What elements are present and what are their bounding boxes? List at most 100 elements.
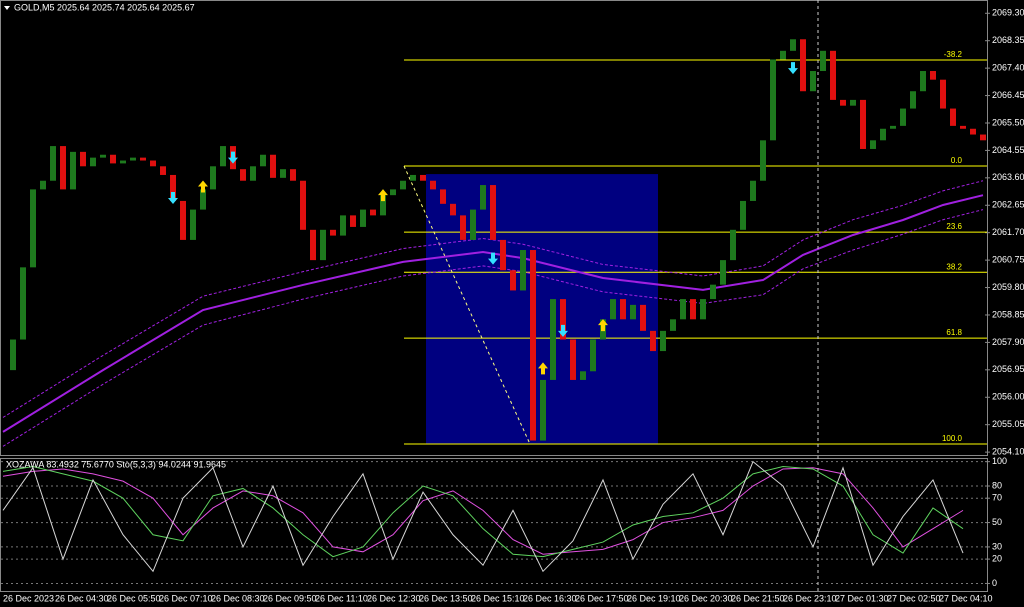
y-tick-label: 0 [992, 578, 997, 588]
price-bar [750, 180, 756, 201]
down-arrow [788, 62, 798, 75]
price-bar [490, 185, 496, 240]
price-bar [300, 180, 306, 230]
price-bar [520, 250, 526, 291]
envelope-lower [2, 209, 984, 447]
price-bar [810, 71, 816, 92]
price-bar [350, 215, 356, 227]
price-bar [20, 267, 26, 340]
price-bar [650, 330, 656, 352]
price-bar [860, 99, 866, 149]
y-tick-label: 2060.75 [992, 254, 1024, 264]
x-tick-label: 26 Dec 23:10 [783, 593, 837, 603]
price-bar [390, 189, 396, 196]
x-tick-label: 26 Dec 05:50 [107, 593, 161, 603]
price-bar [340, 215, 346, 236]
price-bar [530, 250, 536, 441]
x-tick-label: 26 Dec 15:10 [471, 593, 525, 603]
up-arrow [198, 180, 208, 193]
price-bar [40, 180, 46, 190]
y-tick-label: 2054.10 [992, 446, 1024, 456]
price-bar [110, 154, 116, 164]
y-tick-label: 2064.55 [992, 145, 1024, 155]
price-bar [280, 169, 286, 178]
price-bar [740, 200, 746, 230]
price-bar [720, 260, 726, 285]
price-bar [380, 195, 386, 216]
price-bar [260, 154, 266, 167]
x-tick-label: 26 Dec 07:10 [159, 593, 213, 603]
price-bar [840, 99, 846, 106]
x-tick-label: 26 Dec 19:10 [627, 593, 681, 603]
price-bar [760, 140, 766, 181]
x-tick-label: 26 Dec 21:50 [731, 593, 785, 603]
fib-trend [403, 165, 531, 445]
price-bar [440, 189, 446, 204]
price-bar [980, 134, 986, 141]
y-tick-label: 50 [992, 517, 1002, 527]
y-tick-label: 80 [992, 480, 1002, 490]
price-bar [310, 229, 316, 261]
price-bar [220, 146, 226, 167]
price-bar [210, 166, 216, 190]
indicator-header: XOZAWA 83.4932 75.6770 Sto(5,3,3) 94.024… [6, 459, 226, 469]
price-bar [450, 203, 456, 216]
price-bar [180, 200, 186, 240]
price-bar [900, 108, 906, 126]
y-tick-label: 2062.65 [992, 200, 1024, 210]
down-arrow [168, 192, 178, 205]
price-bar [950, 108, 956, 126]
price-bar [400, 180, 406, 190]
y-tick-label: 2061.70 [992, 227, 1024, 237]
y-tick-label: 2068.35 [992, 35, 1024, 45]
menu-triangle[interactable] [4, 6, 10, 10]
up-arrow [378, 189, 388, 202]
price-bar [360, 209, 366, 227]
y-tick-label: 2067.40 [992, 63, 1024, 73]
price-bar [510, 270, 516, 291]
x-tick-label: 26 Dec 04:30 [55, 593, 109, 603]
x-tick-label: 26 Dec 11:10 [315, 593, 368, 603]
down-arrow [488, 252, 498, 265]
x-tick-label: 26 Dec 16:30 [523, 593, 577, 603]
price-bar [500, 239, 506, 271]
price-bar [560, 299, 566, 340]
price-bar [80, 151, 86, 167]
x-tick-label: 26 Dec 08:30 [211, 593, 265, 603]
up-arrow [598, 319, 608, 332]
price-bar [960, 125, 966, 129]
price-bar [190, 209, 196, 240]
main-panel-frame [0, 0, 988, 456]
price-bar [200, 189, 206, 210]
y-tick-label: 2059.80 [992, 282, 1024, 292]
price-bar [940, 79, 946, 109]
fib-label: -38.2 [944, 50, 963, 59]
symbol-header: GOLD,M5 2025.64 2025.74 2025.64 2025.67 [14, 2, 195, 12]
price-bar [480, 185, 486, 210]
y-tick-label: 2066.45 [992, 90, 1024, 100]
price-bar [140, 157, 146, 161]
price-bar [50, 146, 56, 181]
fib-label: 38.2 [946, 262, 962, 271]
fib-label: 61.8 [946, 328, 962, 337]
price-bar [250, 166, 256, 181]
price-bar [10, 339, 16, 371]
oscillator-panel-frame [0, 458, 988, 592]
price-bar [920, 71, 926, 92]
price-bar [880, 128, 886, 141]
price-bar [470, 209, 476, 240]
price-bar [970, 128, 976, 135]
price-bar [580, 371, 586, 380]
envelope-upper [2, 180, 984, 418]
price-bar [420, 174, 426, 181]
price-bar [170, 174, 176, 201]
price-bar [850, 99, 856, 106]
price-bar [240, 169, 246, 181]
price-bar [610, 299, 616, 320]
price-bar [320, 229, 326, 261]
price-bar [870, 140, 876, 149]
price-bar [290, 169, 296, 181]
down-arrow [228, 151, 238, 164]
price-bar [60, 146, 66, 190]
x-tick-label: 26 Dec 2023 [3, 593, 54, 603]
